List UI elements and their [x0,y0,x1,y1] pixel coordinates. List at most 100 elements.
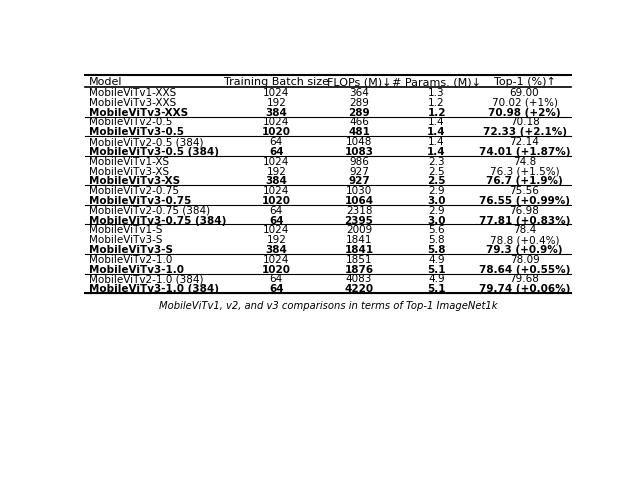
Text: 1841: 1841 [346,235,372,245]
Text: MobileViTv3-0.5 (384): MobileViTv3-0.5 (384) [89,146,219,156]
Text: 192: 192 [266,235,286,245]
Text: 1024: 1024 [263,186,289,196]
Text: MobileViTv3-0.75: MobileViTv3-0.75 [89,195,191,205]
Text: MobileViTv3-XXS: MobileViTv3-XXS [89,108,188,118]
Text: 3.0: 3.0 [428,195,446,205]
Text: 5.1: 5.1 [428,284,446,294]
Text: 1.4: 1.4 [428,137,445,147]
Text: 69.00: 69.00 [509,88,540,98]
Text: 364: 364 [349,88,369,98]
Text: 1024: 1024 [263,117,289,127]
Text: MobileViTv2-1.0: MobileViTv2-1.0 [89,254,172,264]
Text: MobileViTv2-1.0 (384): MobileViTv2-1.0 (384) [89,274,204,284]
Text: 5.8: 5.8 [428,244,446,254]
Text: MobileViTv2-0.75 (384): MobileViTv2-0.75 (384) [89,205,210,216]
Text: MobileViTv3-0.5: MobileViTv3-0.5 [89,127,184,137]
Text: Training Batch size: Training Batch size [224,77,329,87]
Text: 2.5: 2.5 [428,176,446,186]
Text: 4.9: 4.9 [428,274,445,284]
Text: MobileViTv2-0.5 (384): MobileViTv2-0.5 (384) [89,137,204,147]
Text: 1851: 1851 [346,254,372,264]
Text: 64: 64 [269,274,283,284]
Text: 927: 927 [349,166,369,176]
Text: 5.6: 5.6 [428,225,445,235]
Text: 76.7 (+1.9%): 76.7 (+1.9%) [486,176,563,186]
Text: 289: 289 [349,97,369,108]
Text: 1083: 1083 [344,146,374,156]
Text: 1.2: 1.2 [428,108,446,118]
Text: 77.81 (+0.83%): 77.81 (+0.83%) [479,215,570,225]
Text: 2.3: 2.3 [428,156,445,167]
Text: 2.9: 2.9 [428,205,445,216]
Text: 78.8 (+0.4%): 78.8 (+0.4%) [490,235,559,245]
Text: 70.98 (+2%): 70.98 (+2%) [488,108,561,118]
Text: 192: 192 [266,166,286,176]
Text: 74.01 (+1.87%): 74.01 (+1.87%) [479,146,570,156]
Text: 75.56: 75.56 [509,186,540,196]
Text: MobileViTv3-0.75 (384): MobileViTv3-0.75 (384) [89,215,227,225]
Text: MobileViTv3-S: MobileViTv3-S [89,235,163,245]
Text: 4.9: 4.9 [428,254,445,264]
Text: MobileViTv3-1.0 (384): MobileViTv3-1.0 (384) [89,284,219,294]
Text: 2395: 2395 [344,215,374,225]
Text: 289: 289 [348,108,370,118]
Text: 1024: 1024 [263,156,289,167]
Text: Top-1 (%)↑: Top-1 (%)↑ [493,77,556,87]
Text: # Params. (M)↓: # Params. (M)↓ [392,77,481,87]
Text: 64: 64 [269,205,283,216]
Text: 64: 64 [269,137,283,147]
Text: 1.4: 1.4 [428,146,446,156]
Text: 384: 384 [266,108,287,118]
Text: 481: 481 [348,127,370,137]
Text: 78.09: 78.09 [509,254,540,264]
Text: 72.14: 72.14 [509,137,540,147]
Text: 2318: 2318 [346,205,372,216]
Text: MobileViTv3-S: MobileViTv3-S [89,244,173,254]
Text: 79.68: 79.68 [509,274,540,284]
Text: 1020: 1020 [262,264,291,274]
Text: 72.33 (+2.1%): 72.33 (+2.1%) [483,127,566,137]
Text: 5.1: 5.1 [428,264,446,274]
Text: 76.3 (+1.5%): 76.3 (+1.5%) [490,166,559,176]
Text: 384: 384 [266,244,287,254]
Text: 78.4: 78.4 [513,225,536,235]
Text: 1024: 1024 [263,254,289,264]
Text: 1876: 1876 [344,264,374,274]
Text: 1024: 1024 [263,88,289,98]
Text: 5.8: 5.8 [428,235,445,245]
Text: 192: 192 [266,97,286,108]
Text: 1024: 1024 [263,225,289,235]
Text: 4083: 4083 [346,274,372,284]
Text: 70.02 (+1%): 70.02 (+1%) [492,97,557,108]
Text: MobileViTv1-XS: MobileViTv1-XS [89,156,169,167]
Text: 1.2: 1.2 [428,97,445,108]
Text: MobileViTv2-0.5: MobileViTv2-0.5 [89,117,172,127]
Text: 74.8: 74.8 [513,156,536,167]
Text: 927: 927 [348,176,370,186]
Text: 1841: 1841 [344,244,374,254]
Text: 79.3 (+0.9%): 79.3 (+0.9%) [486,244,563,254]
Text: 1030: 1030 [346,186,372,196]
Text: 64: 64 [269,146,284,156]
Text: 2.9: 2.9 [428,186,445,196]
Text: 64: 64 [269,215,284,225]
Text: 76.55 (+0.99%): 76.55 (+0.99%) [479,195,570,205]
Text: MobileViTv2-0.75: MobileViTv2-0.75 [89,186,179,196]
Text: 2.5: 2.5 [428,166,445,176]
Text: MobileViTv1-XXS: MobileViTv1-XXS [89,88,176,98]
Text: 4220: 4220 [344,284,374,294]
Text: MobileViTv3-XS: MobileViTv3-XS [89,176,180,186]
Text: 1.4: 1.4 [428,117,445,127]
Text: MobileViTv3-1.0: MobileViTv3-1.0 [89,264,184,274]
Text: MobileViTv1-S: MobileViTv1-S [89,225,163,235]
Text: 1020: 1020 [262,195,291,205]
Text: 1064: 1064 [344,195,374,205]
Text: MobileViTv3-XS: MobileViTv3-XS [89,166,169,176]
Text: 1.3: 1.3 [428,88,445,98]
Text: 79.74 (+0.06%): 79.74 (+0.06%) [479,284,570,294]
Text: 1.4: 1.4 [428,127,446,137]
Text: Model: Model [89,77,122,87]
Text: 64: 64 [269,284,284,294]
Text: 466: 466 [349,117,369,127]
Text: 2009: 2009 [346,225,372,235]
